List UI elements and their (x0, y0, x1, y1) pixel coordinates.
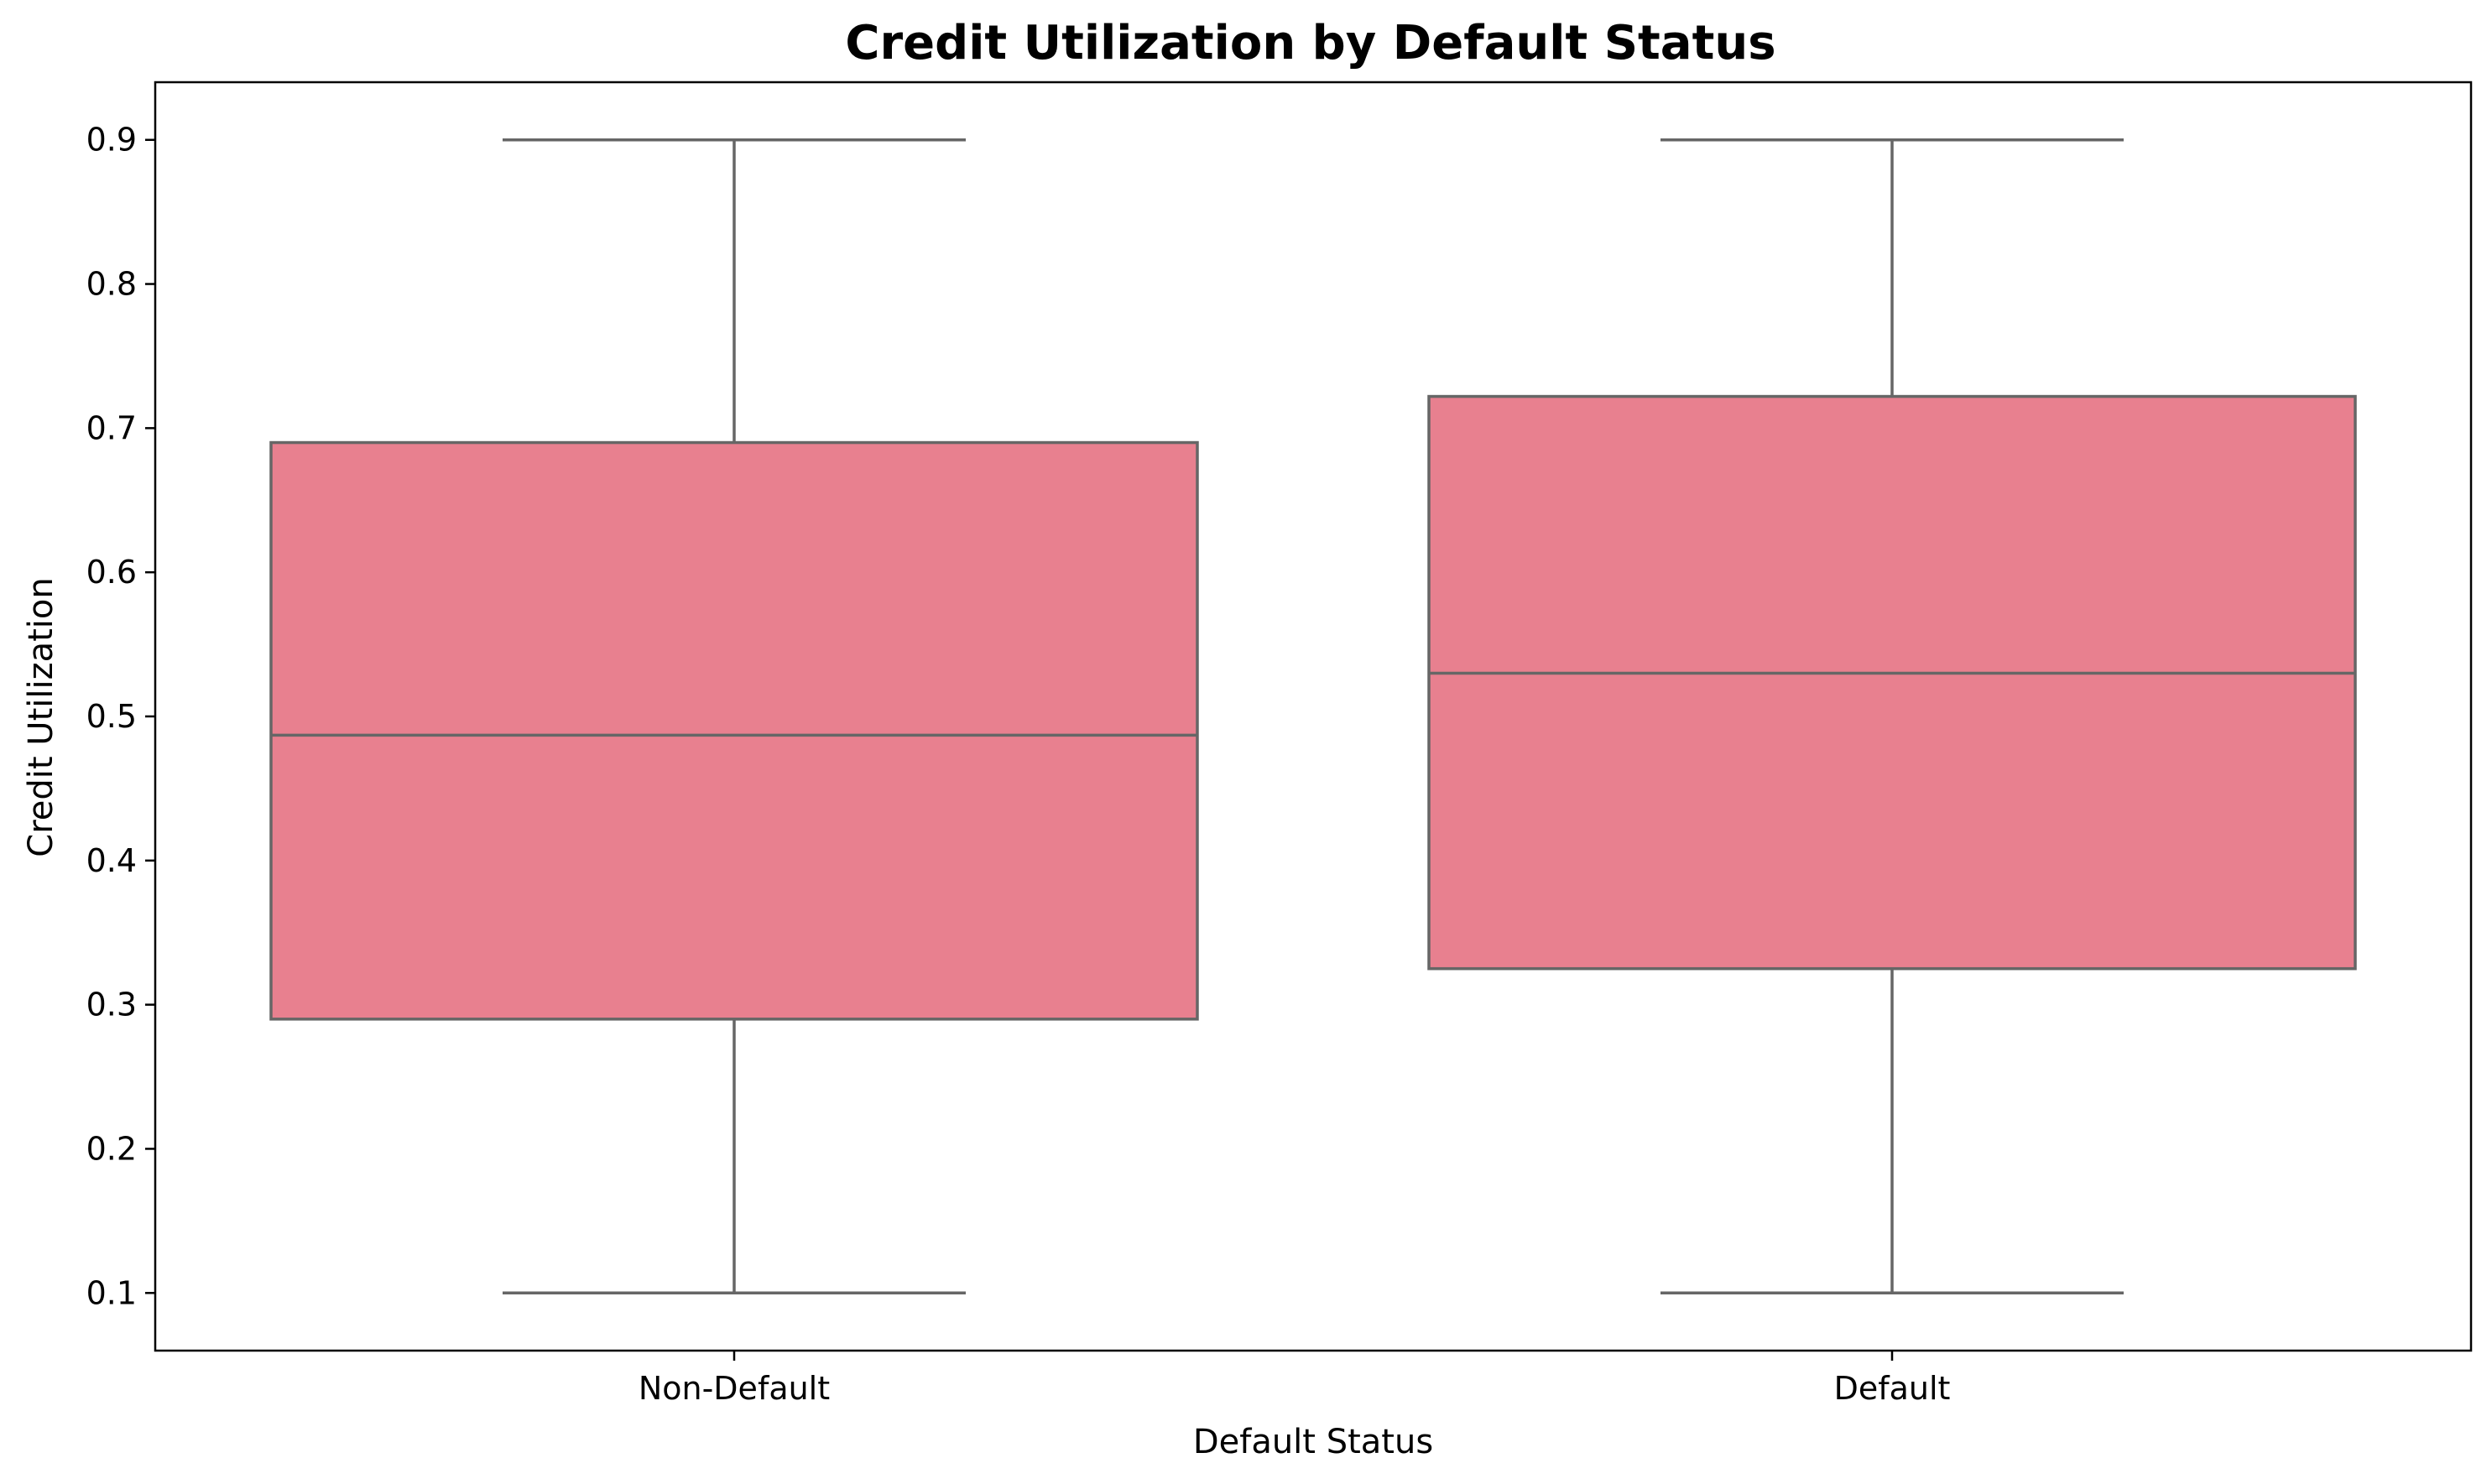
y-tick-label: 0.4 (86, 842, 137, 879)
x-tick-label: Non-Default (639, 1370, 830, 1407)
box-default (1427, 138, 2357, 1295)
y-tick-label: 0.6 (86, 554, 137, 591)
y-tick-label: 0.7 (86, 409, 137, 446)
y-tick-label: 0.9 (86, 122, 137, 159)
y-tick-label: 0.1 (86, 1274, 137, 1311)
y-tick-label: 0.8 (86, 266, 137, 303)
y-axis: 0.1 0.2 0.3 0.4 0.5 0.6 0.7 0.8 0.9 (86, 122, 155, 1311)
y-tick-label: 0.2 (86, 1130, 137, 1167)
y-tick-label: 0.3 (86, 987, 137, 1023)
chart-title: Credit Utilization by Default Status (845, 16, 1775, 70)
y-axis-label: Credit Utilization (22, 577, 60, 857)
plot-area (269, 138, 2357, 1295)
y-tick-label: 0.5 (86, 698, 137, 735)
x-tick-label: Default (1834, 1370, 1951, 1407)
x-axis-label: Default Status (1193, 1423, 1433, 1461)
box-non-default (269, 138, 1199, 1295)
x-axis: Non-Default Default (639, 1351, 1951, 1407)
iqr-box-non-default (269, 440, 1199, 1021)
iqr-box-default (1427, 394, 2357, 971)
